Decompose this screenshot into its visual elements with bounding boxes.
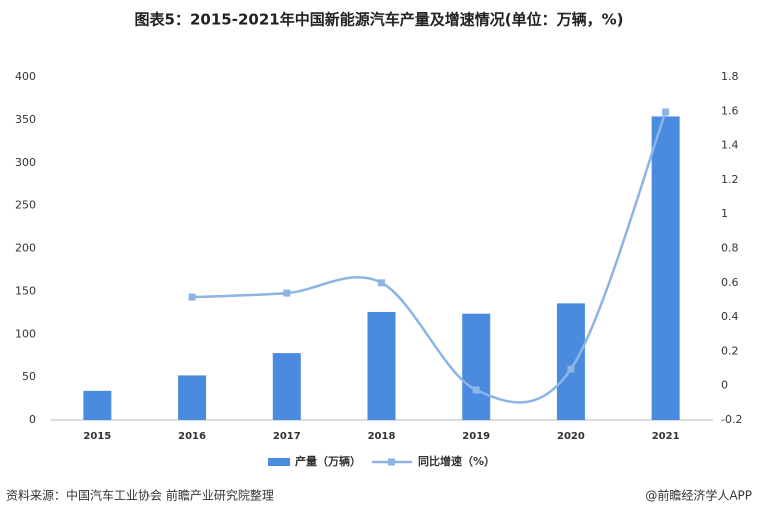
- x-tick-label: 2020: [557, 431, 585, 442]
- legend-swatch: [388, 458, 395, 466]
- source: 资料来源：中国汽车工业协会 前瞻产业研究院整理: [6, 488, 274, 503]
- x-tick-label: 2017: [273, 431, 301, 442]
- x-tick-label: 2019: [462, 431, 490, 442]
- line-marker: [472, 386, 480, 394]
- line: [192, 111, 667, 404]
- y-tick-label: 150: [15, 284, 36, 297]
- y2-tick-label: 1: [721, 207, 728, 220]
- y-tick-label: 200: [15, 242, 36, 255]
- x-tick-label: 2015: [83, 431, 111, 442]
- legend-label: 产量（万辆）: [295, 454, 361, 468]
- bar: [651, 116, 680, 420]
- y-tick-label: 300: [15, 156, 36, 169]
- credit: @前瞻经济学人APP: [645, 488, 752, 503]
- y-tick-label: 250: [15, 199, 36, 212]
- y2-tick-label: 1.6: [721, 104, 739, 117]
- bar: [462, 313, 491, 420]
- y2-tick-label: 1.2: [721, 173, 739, 186]
- legend-label: 同比增速（%）: [418, 454, 495, 468]
- x-tick-label: 2021: [652, 431, 680, 442]
- line-marker: [567, 365, 575, 373]
- bar: [367, 311, 396, 420]
- line-marker: [283, 289, 291, 297]
- y-tick-label: 350: [15, 113, 36, 126]
- bar: [272, 353, 301, 420]
- y-tick-label: 400: [15, 70, 36, 83]
- line-marker: [188, 293, 196, 301]
- y2-tick-label: -0.2: [721, 413, 742, 426]
- y2-tick-label: 0.2: [721, 344, 739, 357]
- legend-swatch: [268, 458, 290, 466]
- bar: [556, 303, 585, 420]
- bar: [178, 375, 207, 420]
- y2-tick-label: 1.4: [721, 139, 739, 152]
- y-tick-label: 50: [22, 370, 36, 383]
- line-marker: [662, 108, 670, 116]
- x-tick-label: 2018: [368, 431, 396, 442]
- y2-tick-label: 1.8: [721, 70, 739, 83]
- x-tick-label: 2016: [178, 431, 206, 442]
- y2-tick-label: 0.6: [721, 276, 739, 289]
- y2-tick-label: 0.8: [721, 242, 739, 255]
- chart-title: 图表5：2015-2021年中国新能源汽车产量及增速情况(单位：万辆，%): [135, 11, 624, 29]
- y2-tick-label: 0: [721, 379, 728, 392]
- line-marker: [378, 279, 385, 287]
- y-tick-label: 100: [15, 327, 36, 340]
- bar: [83, 390, 112, 420]
- y-tick-label: 0: [29, 413, 36, 426]
- y2-tick-label: 0.4: [721, 310, 739, 323]
